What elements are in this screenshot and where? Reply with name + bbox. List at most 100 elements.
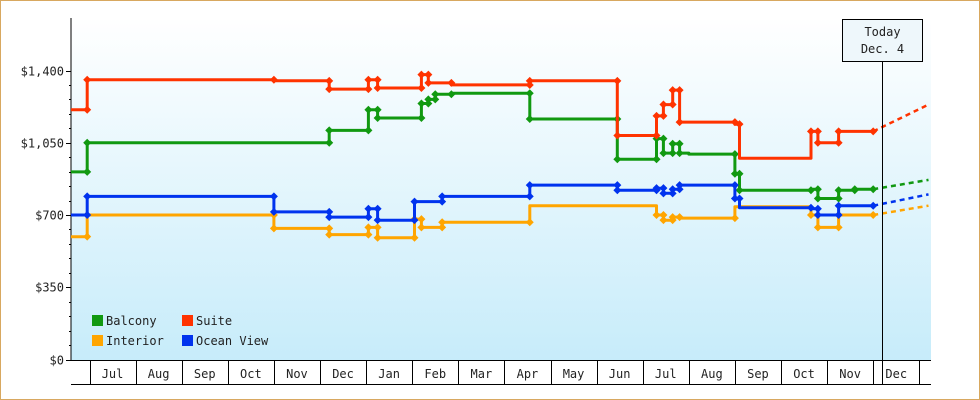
legend-label-balcony: Balcony bbox=[106, 314, 157, 328]
data-point-interior bbox=[364, 223, 373, 232]
data-point-balcony bbox=[850, 185, 859, 194]
data-point-ocean-view bbox=[364, 213, 373, 222]
data-point-ocean-view bbox=[869, 201, 878, 210]
x-month-label: May bbox=[563, 367, 585, 381]
data-point-ocean-view bbox=[834, 201, 843, 210]
data-point-interior bbox=[417, 215, 426, 224]
data-point-ocean-view bbox=[730, 181, 739, 190]
x-month-label: Feb bbox=[424, 367, 446, 381]
data-point-suite bbox=[675, 86, 684, 95]
data-point-ocean-view bbox=[675, 181, 684, 190]
x-month-label: Dec bbox=[885, 367, 907, 381]
legend-label-interior: Interior bbox=[106, 334, 164, 348]
data-point-ocean-view bbox=[325, 207, 334, 216]
data-point-ocean-view bbox=[659, 184, 668, 193]
data-point-suite bbox=[652, 131, 661, 140]
data-point-balcony bbox=[652, 155, 661, 164]
data-point-suite bbox=[373, 84, 382, 93]
data-point-ocean-view bbox=[438, 192, 447, 201]
data-point-ocean-view bbox=[675, 185, 684, 194]
data-point-ocean-view bbox=[410, 216, 419, 225]
x-month-label: Sep bbox=[747, 367, 769, 381]
data-point-balcony bbox=[325, 126, 334, 135]
x-month-label: Oct bbox=[240, 367, 262, 381]
x-month-label: Dec bbox=[332, 367, 354, 381]
data-point-suite bbox=[813, 127, 822, 136]
data-point-suite bbox=[652, 111, 661, 120]
data-point-suite bbox=[364, 85, 373, 94]
data-point-suite bbox=[659, 100, 668, 109]
data-point-interior bbox=[410, 233, 419, 242]
data-point-ocean-view bbox=[83, 192, 92, 201]
data-point-balcony bbox=[83, 138, 92, 147]
x-month-label: Jul bbox=[655, 367, 677, 381]
data-point-suite bbox=[834, 138, 843, 147]
data-point-ocean-view bbox=[668, 185, 677, 194]
data-point-balcony bbox=[675, 139, 684, 148]
data-point-ocean-view bbox=[813, 204, 822, 213]
data-point-suite bbox=[675, 118, 684, 127]
x-month-label: Jan bbox=[378, 367, 400, 381]
data-point-suite bbox=[447, 78, 456, 87]
today-date: Dec. 4 bbox=[861, 42, 904, 56]
series-line-ocean-view bbox=[71, 183, 874, 222]
data-point-interior bbox=[325, 224, 334, 233]
data-point-ocean-view bbox=[525, 181, 534, 190]
data-point-suite bbox=[659, 111, 668, 120]
data-point-balcony bbox=[735, 186, 744, 195]
data-point-balcony bbox=[364, 126, 373, 135]
data-point-balcony bbox=[834, 186, 843, 195]
x-month-label: Nov bbox=[839, 367, 861, 381]
data-point-balcony bbox=[525, 89, 534, 98]
data-point-balcony bbox=[613, 155, 622, 164]
data-point-balcony bbox=[813, 185, 822, 194]
data-point-suite bbox=[869, 127, 878, 136]
data-point-suite bbox=[364, 75, 373, 84]
today-annotation: Today Dec. 4 bbox=[842, 19, 923, 384]
data-point-interior bbox=[668, 213, 677, 222]
data-point-interior bbox=[325, 230, 334, 239]
data-point-interior bbox=[373, 233, 382, 242]
data-point-suite bbox=[813, 138, 822, 147]
data-point-interior bbox=[659, 216, 668, 225]
data-point-ocean-view bbox=[269, 207, 278, 216]
data-point-suite bbox=[83, 75, 92, 84]
data-point-ocean-view bbox=[83, 211, 92, 219]
data-point-interior bbox=[675, 213, 684, 222]
data-point-balcony bbox=[424, 95, 433, 104]
data-point-interior bbox=[659, 211, 668, 219]
data-point-balcony bbox=[668, 139, 677, 148]
x-month-label: Aug bbox=[701, 367, 723, 381]
data-point-ocean-view bbox=[735, 194, 744, 203]
data-point-suite bbox=[325, 85, 334, 94]
data-point-ocean-view bbox=[668, 189, 677, 198]
data-point-suite bbox=[417, 70, 426, 79]
data-point-balcony bbox=[659, 149, 668, 158]
legend-label-suite: Suite bbox=[196, 314, 232, 328]
data-point-ocean-view bbox=[525, 192, 534, 201]
data-point-interior bbox=[417, 223, 426, 232]
data-point-interior bbox=[438, 218, 447, 227]
data-point-balcony bbox=[659, 134, 668, 143]
today-box bbox=[842, 19, 923, 62]
legend-swatch-ocean-view bbox=[182, 335, 193, 346]
data-point-balcony bbox=[668, 149, 677, 158]
data-point-ocean-view bbox=[613, 186, 622, 195]
data-point-interior bbox=[869, 211, 878, 219]
data-point-balcony bbox=[869, 185, 878, 194]
data-point-suite bbox=[325, 76, 334, 85]
legend-label-ocean-view: Ocean View bbox=[196, 334, 269, 348]
data-point-interior bbox=[806, 211, 815, 219]
legend-swatch-suite bbox=[182, 315, 193, 326]
data-point-interior bbox=[813, 223, 822, 232]
data-point-suite bbox=[269, 75, 278, 84]
data-point-suite bbox=[525, 80, 534, 89]
data-point-ocean-view bbox=[438, 197, 447, 206]
data-point-interior bbox=[364, 230, 373, 239]
data-point-ocean-view bbox=[410, 197, 419, 206]
data-point-balcony bbox=[424, 99, 433, 108]
data-point-balcony bbox=[735, 169, 744, 178]
data-point-suite bbox=[417, 84, 426, 93]
data-point-interior bbox=[834, 223, 843, 232]
